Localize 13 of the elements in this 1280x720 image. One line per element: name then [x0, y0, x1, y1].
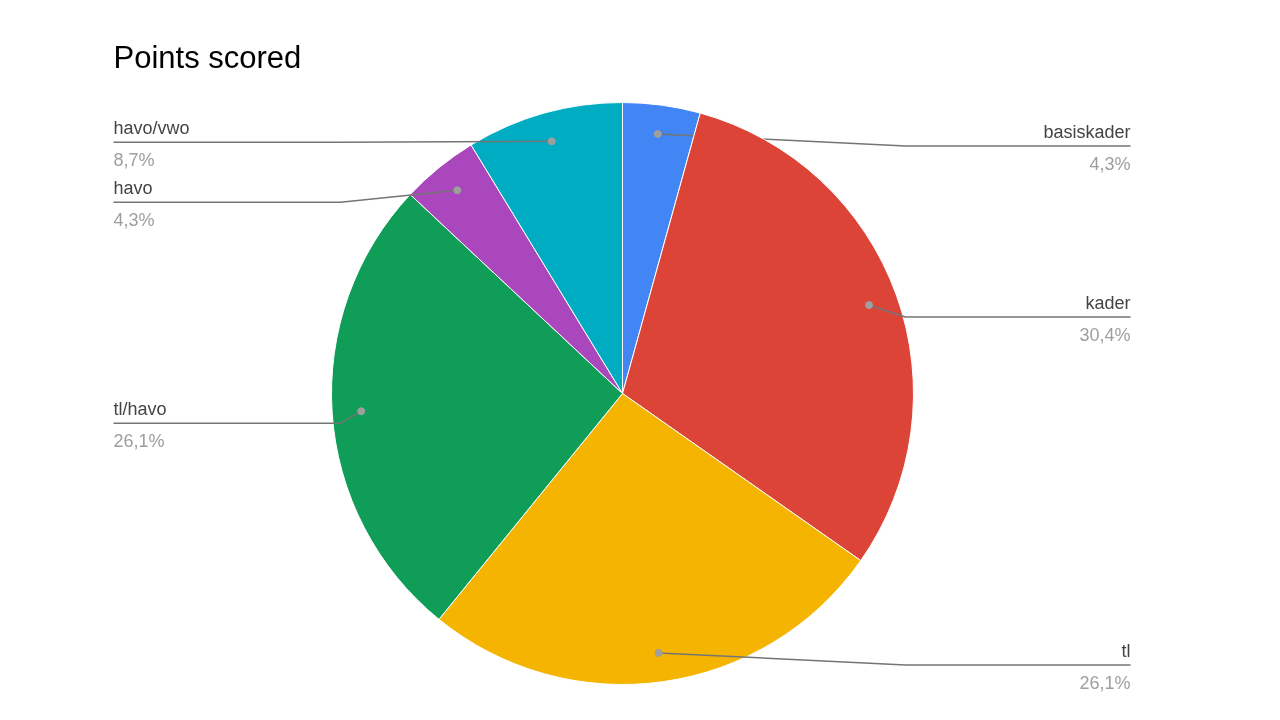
- data-label: 26,1%: [1079, 672, 1131, 693]
- data-label: 26,1%: [113, 431, 165, 452]
- chart-title: Points scored: [113, 40, 302, 75]
- data-label: 4,3%: [1089, 153, 1131, 174]
- slice-label: havo: [113, 178, 153, 199]
- data-label: 30,4%: [1079, 325, 1131, 346]
- data-label: 4,3%: [113, 210, 155, 231]
- slice-label: tl/havo: [113, 399, 167, 420]
- slice-label: basiskader: [1043, 121, 1131, 142]
- slice-label: havo/vwo: [113, 118, 190, 139]
- slice-label: kader: [1085, 293, 1131, 314]
- slice-label: tl: [1121, 640, 1131, 661]
- data-label: 8,7%: [113, 150, 155, 171]
